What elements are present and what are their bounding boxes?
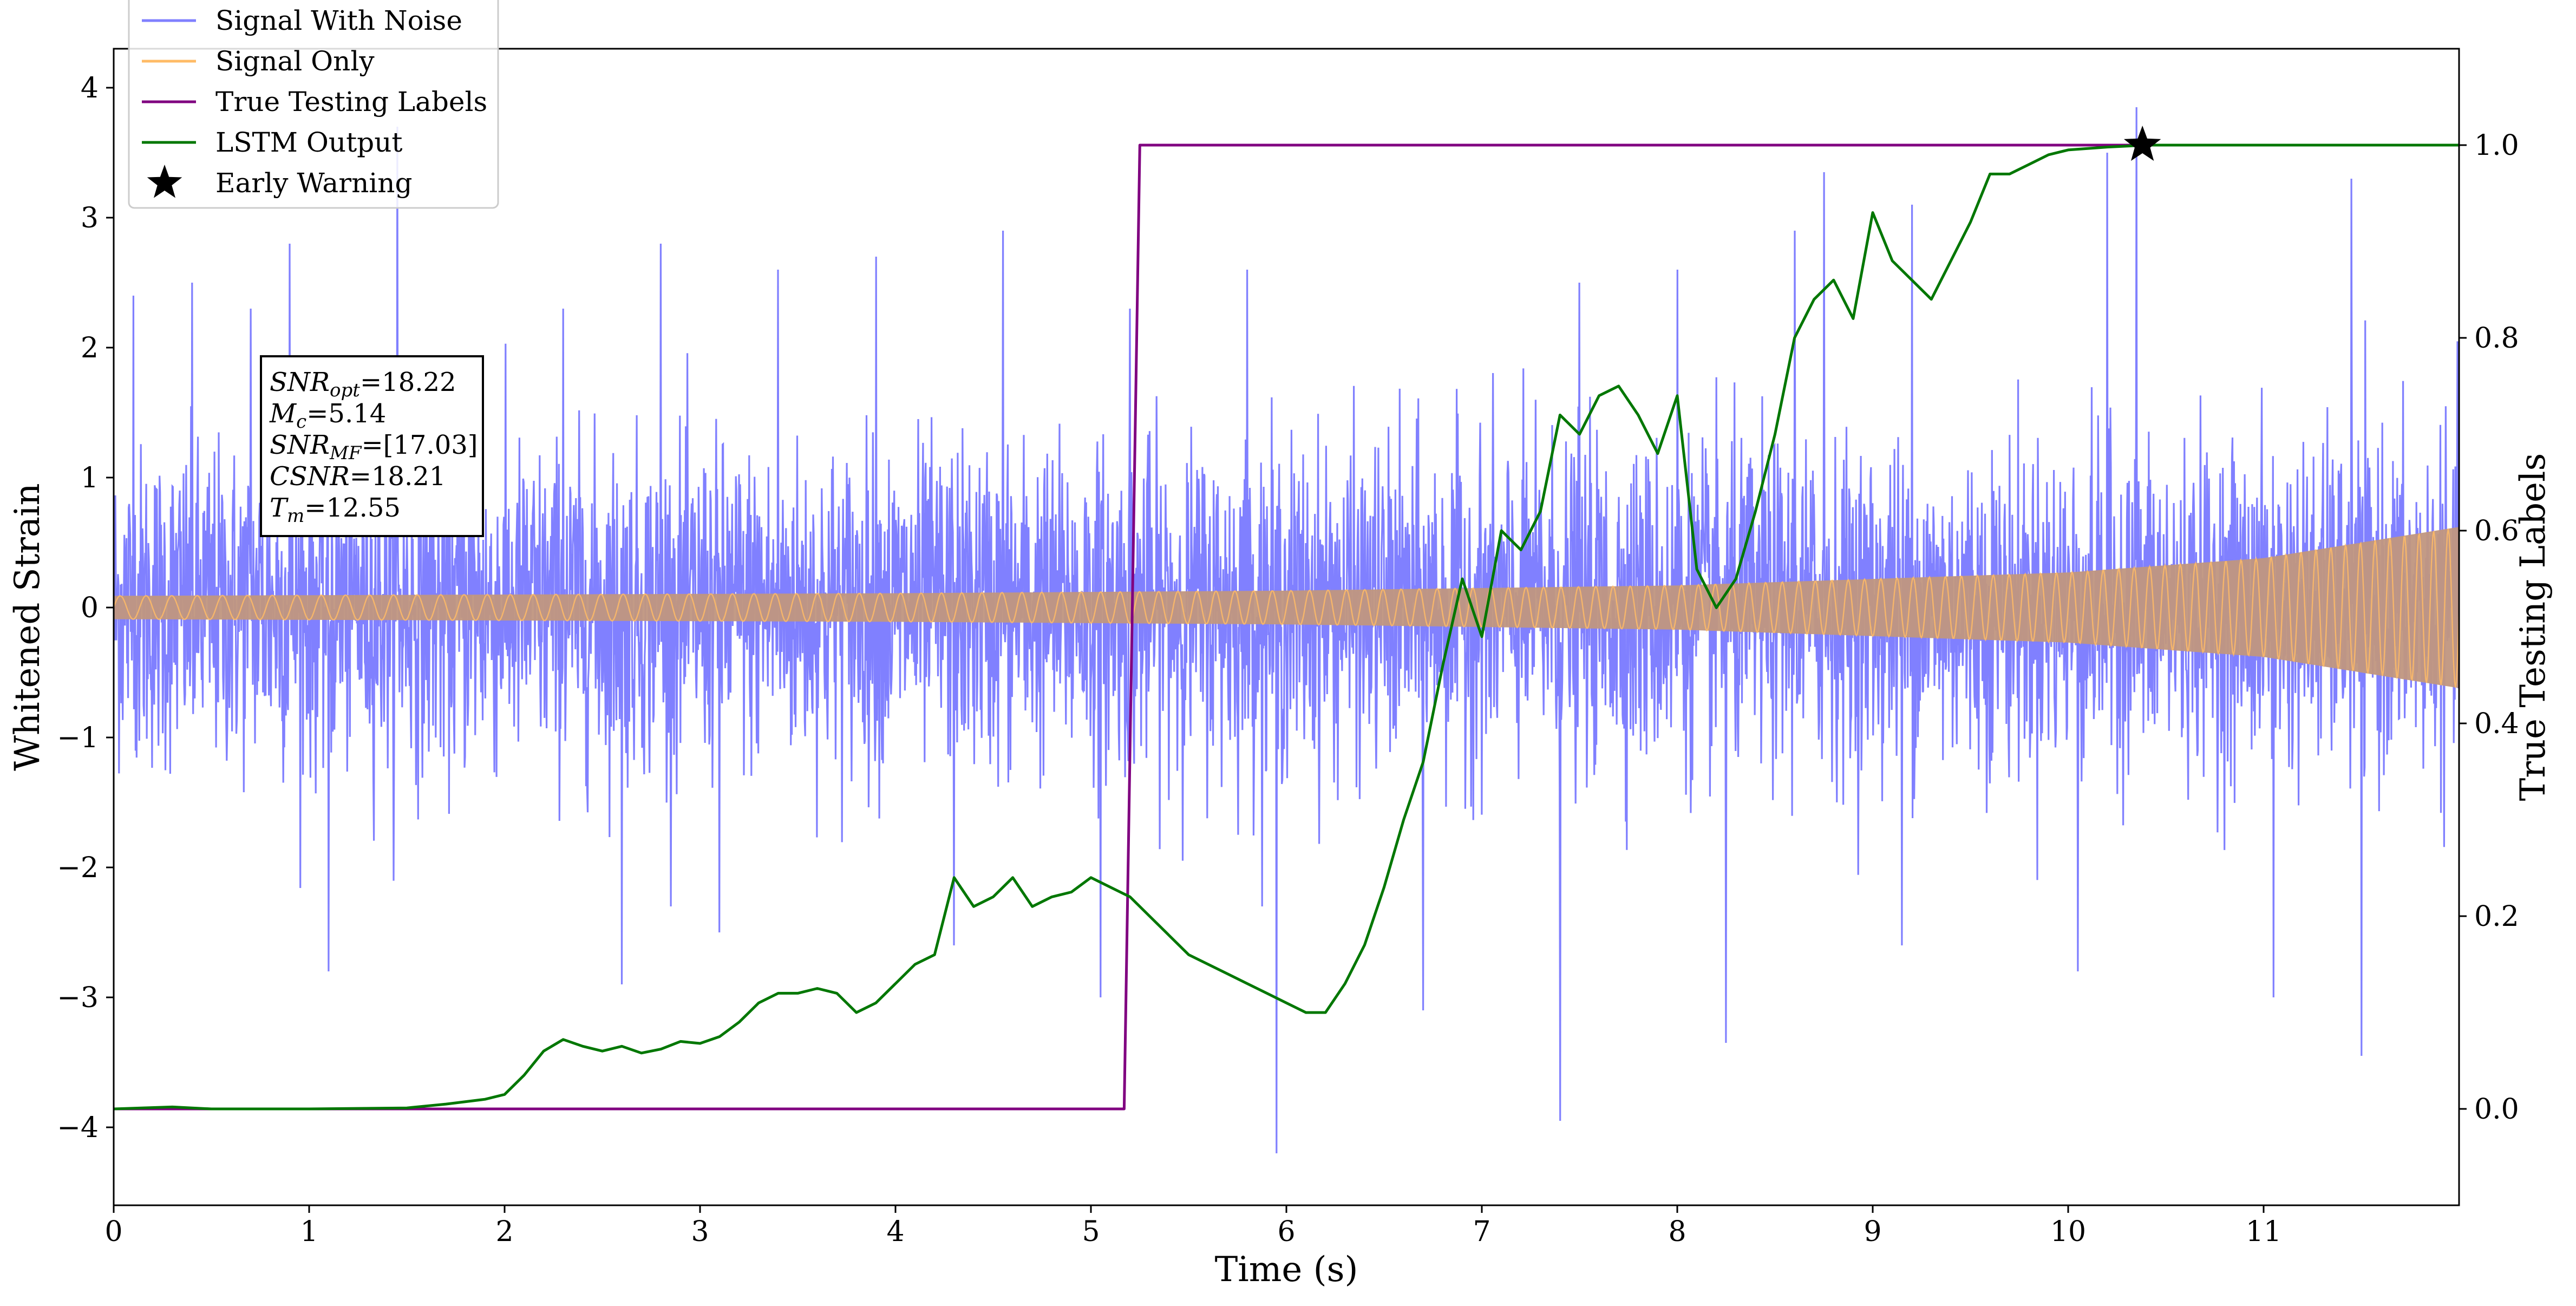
x-tick-label: 9: [1864, 1216, 1881, 1248]
y2-tick-label: 0.6: [2474, 515, 2519, 547]
x-tick-label: 7: [1473, 1216, 1490, 1248]
info-annotation-box: SNRopt=18.22Mc=5.14SNRMF=[17.03]CSNR=18.…: [260, 355, 484, 537]
x-tick-label: 5: [1082, 1216, 1100, 1248]
lstm-output-series: [114, 143, 2459, 1111]
signal-only-series: [114, 527, 2459, 688]
info-line: SNRopt=18.22: [270, 367, 456, 401]
y-tick-label: −4: [57, 1112, 99, 1144]
y-tick-label: 0: [81, 592, 99, 624]
x-tick-label: 11: [2246, 1216, 2281, 1248]
y-tick-label: −1: [57, 722, 99, 754]
x-axis-title: Time (s): [1215, 1250, 1358, 1290]
info-box-frame: [260, 355, 484, 537]
y-axis-right-title: True Testing Labels: [2513, 453, 2553, 801]
y-tick-label: −3: [57, 982, 99, 1014]
legend: Signal With Noise Signal Only True Testing…: [128, 0, 499, 209]
legend-star-icon: [147, 165, 182, 198]
true-testing-labels-series: [114, 143, 2459, 1111]
legend-label: Early Warning: [215, 167, 413, 199]
info-line: CSNR=18.21: [270, 461, 446, 492]
y-tick-label: 4: [81, 72, 99, 105]
true-testing-labels-line: [114, 143, 2459, 1111]
y2-tick-label: 0.4: [2474, 708, 2519, 740]
info-line: SNRMF=[17.03]: [270, 430, 478, 464]
y-tick-label: −2: [57, 852, 99, 884]
y2-tick-label: 0.2: [2474, 900, 2519, 933]
y-axis-right: 0.0 0.2 0.4 0.6 0.8 1.0: [2459, 129, 2519, 1126]
x-tick-label: 2: [495, 1216, 513, 1248]
x-axis: 0 1 2 3 4 5 6 7 8 9 10 11: [104, 1205, 2281, 1248]
legend-label: True Testing Labels: [215, 86, 487, 117]
legend-label: LSTM Output: [215, 127, 402, 158]
y-tick-label: 1: [81, 462, 99, 494]
legend-box: [128, 0, 499, 209]
info-line: Tm=12.55: [270, 493, 401, 527]
y-axis-left: −4 −3 −2 −1 0 1 2 3 4: [57, 72, 114, 1144]
info-line: Mc=5.14: [269, 399, 386, 433]
signal-only-line: [114, 528, 2459, 688]
x-tick-label: 8: [1668, 1216, 1686, 1248]
y2-tick-label: 0.8: [2474, 322, 2519, 355]
y-axis-left-title: Whitened Strain: [8, 483, 48, 770]
legend-label: Signal Only: [215, 45, 375, 77]
y-tick-label: 2: [81, 332, 99, 364]
y2-tick-label: 1.0: [2474, 129, 2519, 162]
x-tick-label: 4: [886, 1216, 904, 1248]
y2-tick-label: 0.0: [2474, 1093, 2519, 1126]
x-tick-label: 1: [300, 1216, 318, 1248]
x-tick-label: 0: [104, 1216, 122, 1248]
y-tick-label: 3: [81, 202, 99, 234]
x-tick-label: 10: [2050, 1216, 2086, 1248]
legend-label: Signal With Noise: [215, 5, 462, 36]
early-warning-marker-layer: [2123, 126, 2161, 161]
x-tick-label: 6: [1277, 1216, 1295, 1248]
lstm-output-line: [114, 143, 2459, 1111]
early-warning-star-icon: [2123, 126, 2161, 161]
x-tick-label: 3: [691, 1216, 709, 1248]
